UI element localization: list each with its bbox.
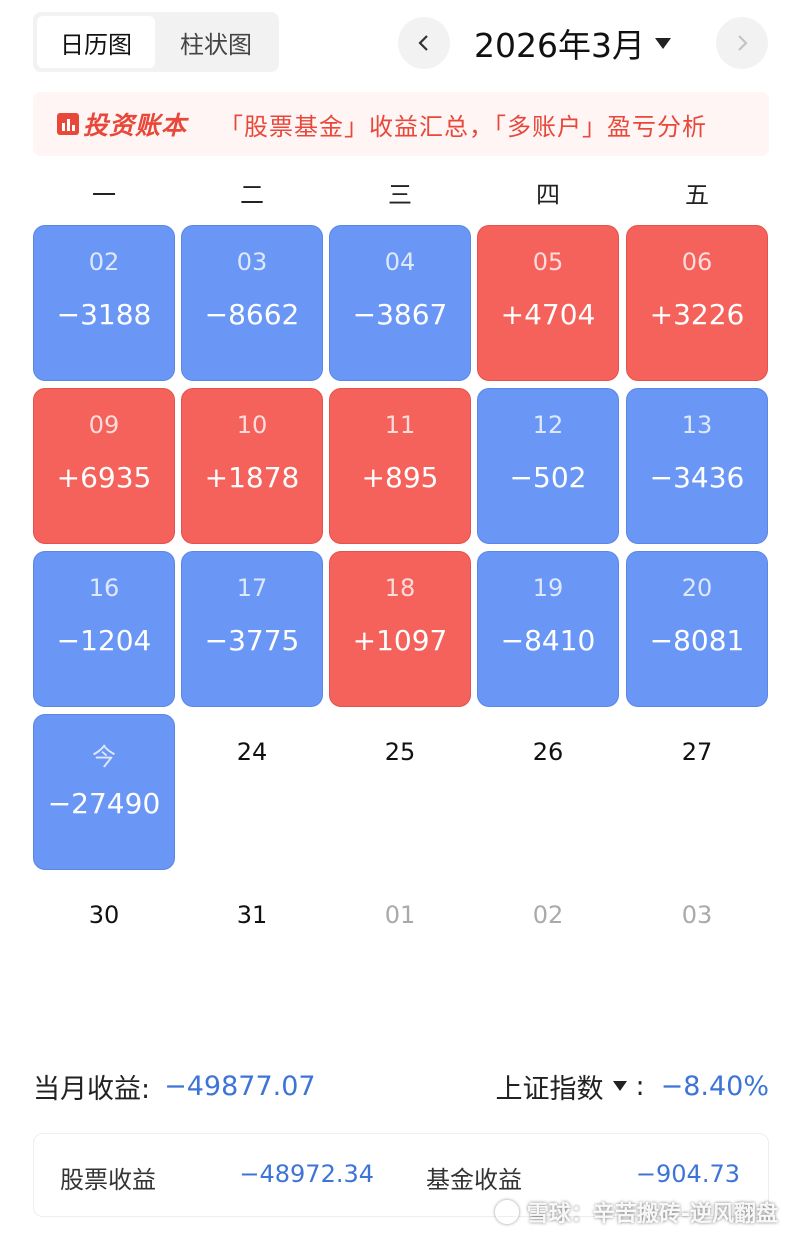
day-profit: −3775 [204, 624, 300, 657]
tab-calendar[interactable]: 日历图 [37, 16, 155, 68]
month-profit-value: −49877.07 [164, 1070, 316, 1102]
day-date: 13 [681, 411, 713, 439]
xueqiu-logo-icon [494, 1200, 519, 1224]
top-bar: 日历图 柱状图 2026年3月 [0, 0, 800, 88]
day-profit: −3188 [56, 298, 152, 331]
profit-breakdown: 股票收益 −48972.34 基金收益 −904.73 [33, 1133, 769, 1217]
stock-profit-label: 股票收益 [60, 1166, 156, 1194]
weekday-label: 五 [685, 181, 709, 209]
next-month-day[interactable]: 02 [532, 901, 564, 929]
month-profit-label: 当月收益: [33, 1073, 151, 1105]
ledger-logo-icon [57, 113, 79, 135]
future-day[interactable]: 30 [88, 901, 120, 929]
day-date: 18 [384, 574, 416, 602]
next-month-button[interactable] [716, 17, 768, 69]
day-profit: +1878 [204, 461, 300, 494]
fund-profit-label: 基金收益 [426, 1166, 522, 1194]
future-day[interactable]: 24 [236, 738, 268, 766]
day-cell[interactable]: 06 +3226 [626, 225, 768, 381]
caret-down-icon[interactable] [613, 1081, 628, 1091]
fund-profit-value: −904.73 [635, 1160, 740, 1188]
future-day[interactable]: 26 [532, 738, 564, 766]
day-date: 06 [681, 248, 713, 276]
chevron-left-icon [418, 35, 428, 51]
day-profit: −3867 [352, 298, 448, 331]
banner-logo-text: 投资账本 [83, 111, 188, 140]
tab-bar-chart[interactable]: 柱状图 [180, 30, 252, 59]
caret-down-icon [654, 37, 671, 49]
day-date: 今 [92, 743, 116, 771]
day-cell[interactable]: 09 +6935 [33, 388, 175, 544]
future-day[interactable]: 31 [236, 901, 268, 929]
day-profit: −1204 [56, 624, 152, 657]
day-date: 09 [88, 411, 120, 439]
day-profit: −8081 [649, 624, 745, 657]
day-date: 11 [384, 411, 416, 439]
day-profit: +1097 [352, 624, 448, 657]
day-cell[interactable]: 10 +1878 [181, 388, 323, 544]
day-date: 16 [88, 574, 120, 602]
day-profit: −3436 [649, 461, 745, 494]
day-date: 04 [384, 248, 416, 276]
day-profit: +4704 [500, 298, 596, 331]
day-profit: −502 [509, 461, 587, 494]
prev-month-button[interactable] [398, 17, 450, 69]
day-cell[interactable]: 02 −3188 [33, 225, 175, 381]
day-profit: −8662 [204, 298, 300, 331]
day-date: 20 [681, 574, 713, 602]
day-profit: −8410 [500, 624, 596, 657]
day-cell[interactable]: 13 −3436 [626, 388, 768, 544]
view-toggle: 日历图 柱状图 [33, 12, 279, 72]
next-month-day[interactable]: 03 [681, 901, 713, 929]
day-cell[interactable]: 17 −3775 [181, 551, 323, 707]
day-date: 12 [532, 411, 564, 439]
weekday-label: 三 [388, 181, 412, 209]
day-cell[interactable]: 18 +1097 [329, 551, 471, 707]
watermark-text: 雪球：辛苦搬砖-逆风翻盘 [526, 1202, 778, 1227]
day-date: 03 [236, 248, 268, 276]
day-profit: +895 [361, 461, 439, 494]
weekday-label: 二 [240, 181, 264, 209]
day-cell[interactable]: 16 −1204 [33, 551, 175, 707]
banner-text: 「股票基金」收益汇总，「多账户」盈亏分析 [219, 112, 708, 141]
day-date: 17 [236, 574, 268, 602]
day-cell[interactable]: 今 −27490 [33, 714, 175, 870]
day-profit: +6935 [56, 461, 152, 494]
weekday-label: 一 [92, 181, 116, 209]
future-day[interactable]: 27 [681, 738, 713, 766]
day-cell[interactable]: 19 −8410 [477, 551, 619, 707]
future-day[interactable]: 25 [384, 738, 416, 766]
chevron-right-icon [738, 35, 748, 51]
month-summary: 当月收益: −49877.07 上证指数 : −8.40% [33, 1063, 769, 1109]
index-selector[interactable]: 上证指数 [495, 1073, 604, 1105]
month-picker[interactable]: 2026年3月 [474, 18, 671, 68]
day-cell[interactable]: 03 −8662 [181, 225, 323, 381]
month-title: 2026年3月 [474, 26, 645, 65]
weekday-label: 四 [536, 181, 560, 209]
day-cell[interactable]: 05 +4704 [477, 225, 619, 381]
day-cell[interactable]: 20 −8081 [626, 551, 768, 707]
day-date: 05 [532, 248, 564, 276]
stock-profit-value: −48972.34 [239, 1160, 374, 1188]
day-profit: +3226 [649, 298, 745, 331]
day-profit: −27490 [47, 787, 161, 820]
day-cell[interactable]: 04 −3867 [329, 225, 471, 381]
next-month-day[interactable]: 01 [384, 901, 416, 929]
day-date: 19 [532, 574, 564, 602]
index-value: −8.40% [660, 1070, 769, 1102]
day-date: 02 [88, 248, 120, 276]
day-cell[interactable]: 12 −502 [477, 388, 619, 544]
day-cell[interactable]: 11 +895 [329, 388, 471, 544]
index-colon: : [635, 1070, 645, 1102]
banner-logo: 投资账本 [57, 106, 187, 142]
watermark: 雪球：辛苦搬砖-逆风翻盘 [494, 1196, 778, 1228]
weekday-header: 一 二 三 四 五 [0, 165, 800, 220]
promo-banner[interactable]: 投资账本 「股票基金」收益汇总，「多账户」盈亏分析 [33, 92, 769, 156]
day-date: 10 [236, 411, 268, 439]
